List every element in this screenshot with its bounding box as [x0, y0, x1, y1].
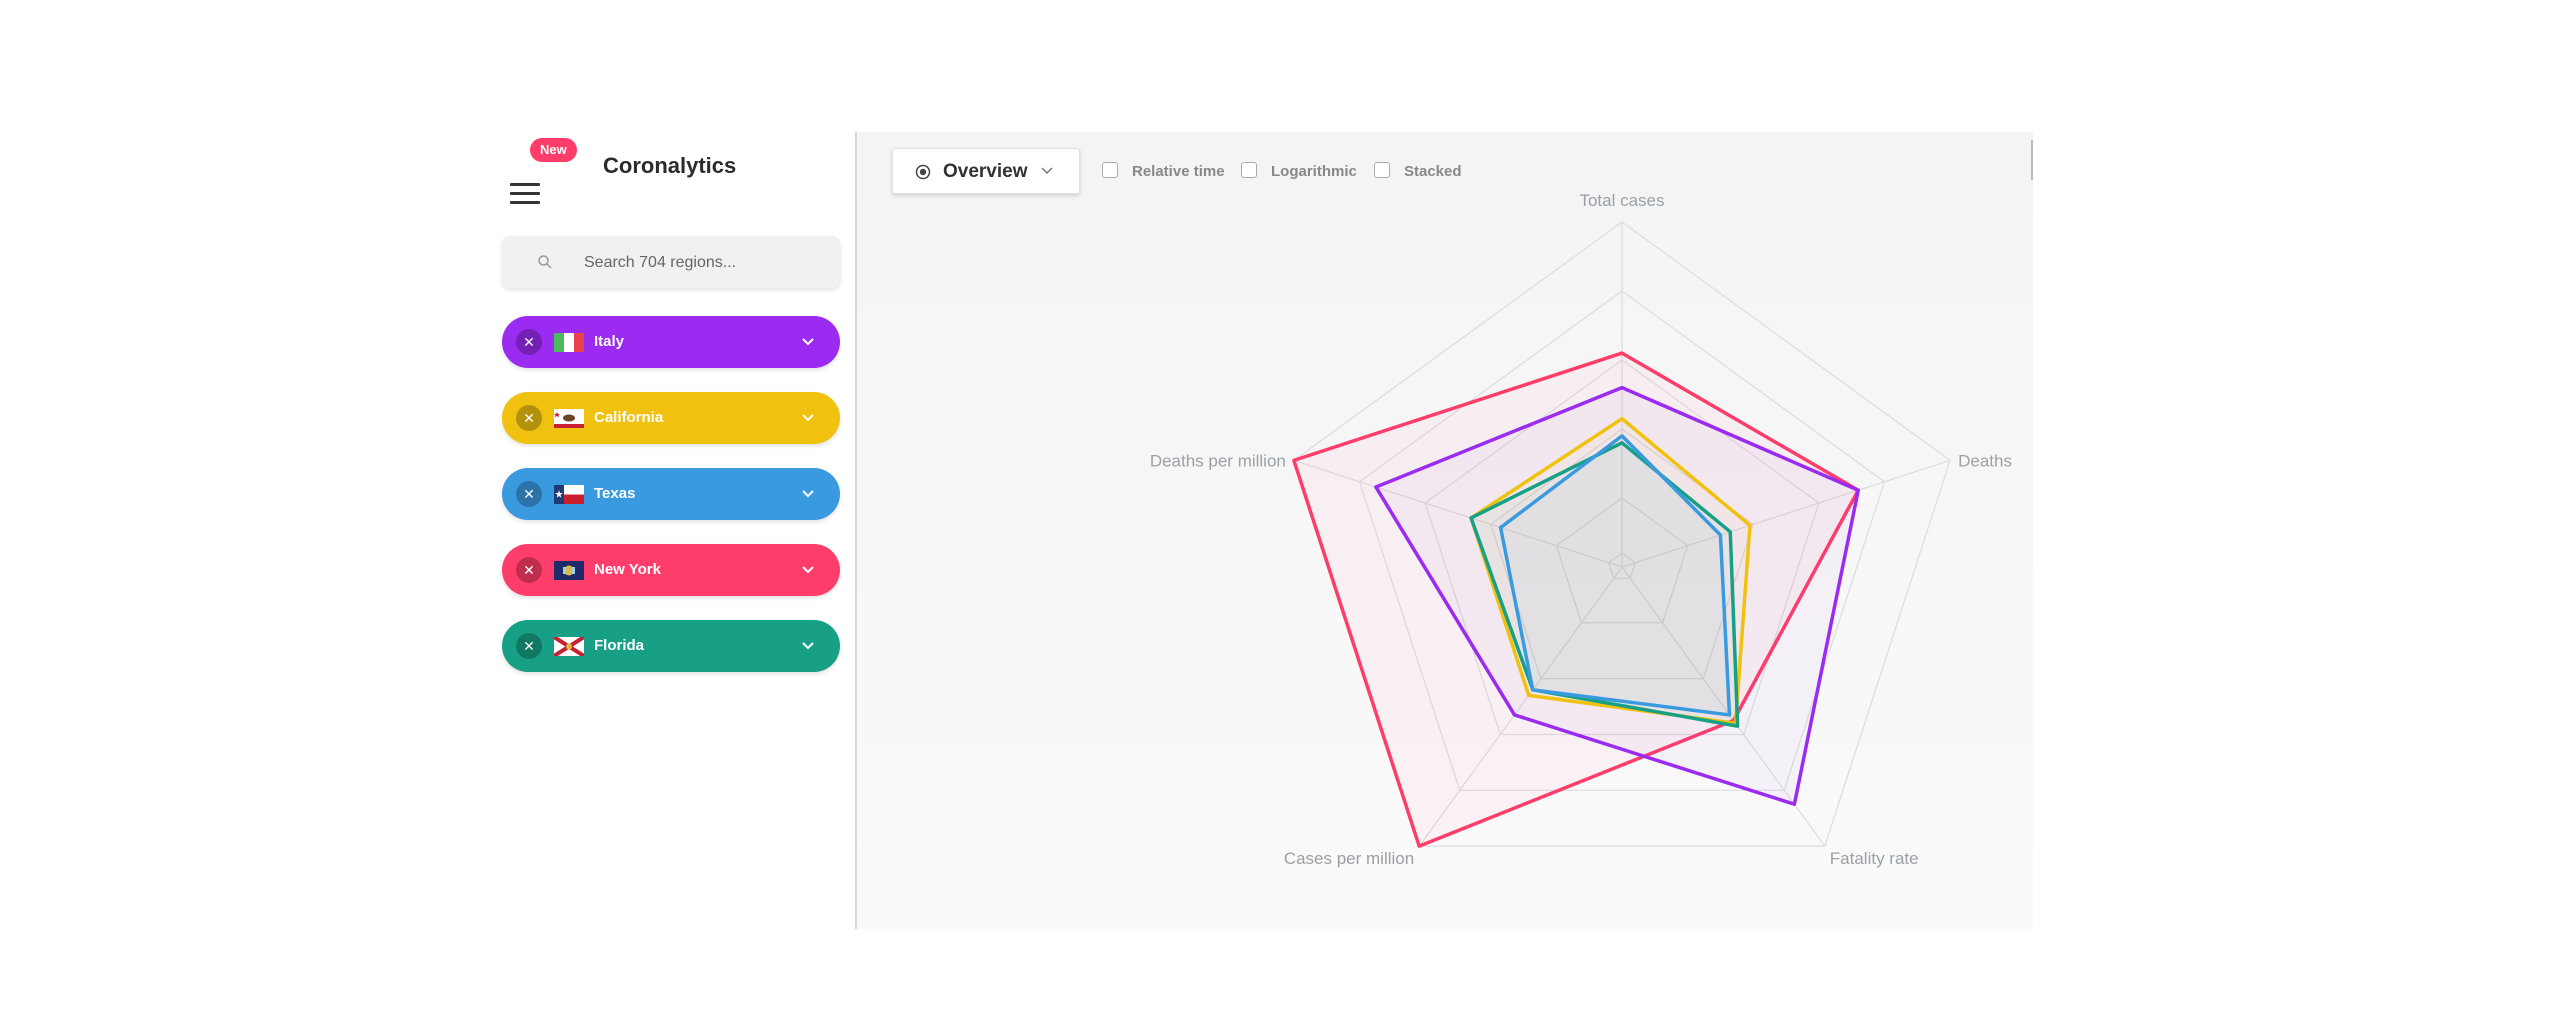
new-badge: New: [530, 138, 577, 162]
grid-ring: [1424, 359, 1820, 736]
checkbox[interactable]: [1102, 162, 1118, 178]
region-chip-florida[interactable]: ✕ Florida: [502, 620, 840, 672]
region-chip-italy[interactable]: ✕ Italy: [502, 316, 840, 368]
axis-spoke: [1621, 566, 1826, 847]
region-name: Texas: [594, 485, 636, 502]
region-chip-texas[interactable]: ✕ Texas: [502, 468, 840, 520]
option-label: Relative time: [1132, 163, 1225, 180]
chevron-down-icon[interactable]: [802, 642, 814, 650]
checkbox[interactable]: [1241, 162, 1257, 178]
chevron-down-icon[interactable]: [802, 566, 814, 574]
grid-ring: [1607, 552, 1637, 579]
remove-icon[interactable]: ✕: [516, 557, 542, 583]
axis-spoke: [1418, 566, 1623, 847]
radar-icon: [915, 164, 931, 180]
grid-ring: [1293, 221, 1951, 847]
scrollbar[interactable]: [2031, 140, 2033, 180]
italy-flag-icon: [554, 333, 584, 352]
chevron-down-icon[interactable]: [802, 414, 814, 422]
texas-flag-icon: [554, 485, 584, 504]
view-select-button[interactable]: Overview: [892, 148, 1080, 194]
checkbox[interactable]: [1374, 162, 1390, 178]
option-label: Logarithmic: [1271, 163, 1357, 180]
series-texas[interactable]: [1498, 434, 1732, 717]
chevron-down-icon: [1041, 167, 1053, 175]
grid-ring: [1555, 497, 1689, 624]
remove-icon[interactable]: ✕: [516, 405, 542, 431]
remove-icon[interactable]: ✕: [516, 633, 542, 659]
florida-flag-icon: [554, 637, 584, 656]
hamburger-menu-icon[interactable]: [510, 153, 542, 204]
view-select-label: Overview: [943, 161, 1028, 182]
app-title: Coronalytics: [603, 153, 737, 178]
new-york-flag-icon: [554, 561, 584, 580]
sidebar: New Coronalytics ✕ Italy ✕ California ✕: [500, 128, 845, 928]
region-chip-new-york[interactable]: ✕ New York: [502, 544, 840, 596]
search-input[interactable]: [582, 236, 826, 290]
axis-label: Deaths per million: [1150, 451, 1286, 470]
option-label: Stacked: [1404, 163, 1462, 180]
axis-label: Deaths: [1958, 451, 2012, 470]
axis-label: Total cases: [1579, 191, 1664, 210]
region-name: California: [594, 409, 664, 426]
remove-icon[interactable]: ✕: [516, 329, 542, 355]
axis-spoke: [1293, 459, 1623, 568]
grid-ring: [1358, 290, 1886, 791]
axis-spoke: [1621, 459, 1951, 568]
axis-label: Fatality rate: [1830, 849, 1919, 868]
region-search[interactable]: [502, 236, 840, 290]
chevron-down-icon[interactable]: [802, 338, 814, 346]
chart-panel: Overview Relative time Logarithmic Stack…: [855, 132, 2033, 929]
chevron-down-icon[interactable]: [802, 490, 814, 498]
remove-icon[interactable]: ✕: [516, 481, 542, 507]
radar-chart: Total cases Deaths Fatality rate Cases per …: [1150, 191, 2012, 868]
region-name: Florida: [594, 637, 645, 654]
series-florida[interactable]: [1469, 441, 1740, 728]
search-icon: [538, 255, 552, 269]
california-flag-icon: [554, 409, 584, 428]
axis-label: Cases per million: [1284, 849, 1414, 868]
region-name: Italy: [594, 333, 625, 350]
region-name: New York: [594, 561, 661, 578]
region-chip-california[interactable]: ✕ California: [502, 392, 840, 444]
